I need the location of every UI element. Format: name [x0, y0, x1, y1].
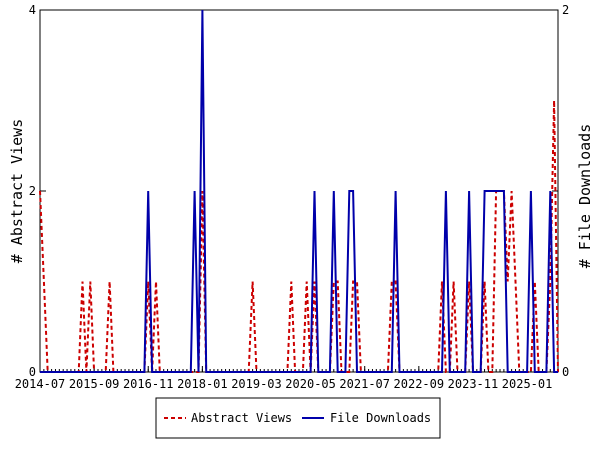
x-tick-label: 2018-01 — [177, 377, 228, 391]
x-tick-label: 2025-01 — [502, 377, 553, 391]
x-tick-label: 2019-03 — [231, 377, 282, 391]
y-left-tick-label: 0 — [29, 365, 36, 379]
plot-area — [39, 9, 559, 373]
x-tick-label: 2015-09 — [69, 377, 120, 391]
x-tick-label: 2020-05 — [285, 377, 336, 391]
x-tick-label: 2014-07 — [15, 377, 66, 391]
legend-label-file-downloads: File Downloads — [330, 411, 431, 425]
legend-box — [155, 397, 441, 439]
y-left-tick-label: 4 — [29, 3, 36, 17]
y-left-tick-label: 2 — [29, 184, 36, 198]
series-file-downloads-line — [40, 9, 558, 373]
y-axis-label-right: # File Downloads — [576, 124, 594, 269]
x-tick-label: 2021-07 — [339, 377, 390, 391]
legend-label-abstract-views: Abstract Views — [191, 411, 292, 425]
y-right-tick-label: 0 — [562, 365, 569, 379]
legend: Abstract Views File Downloads — [155, 397, 441, 439]
y-axis-label-left: # Abstract Views — [8, 119, 26, 264]
x-tick-label: 2016-11 — [123, 377, 174, 391]
series-layer — [39, 9, 559, 373]
y-right-tick-label: 2 — [562, 3, 569, 17]
x-tick-label: 2023-11 — [448, 377, 499, 391]
x-tick-label: 2022-09 — [394, 377, 445, 391]
